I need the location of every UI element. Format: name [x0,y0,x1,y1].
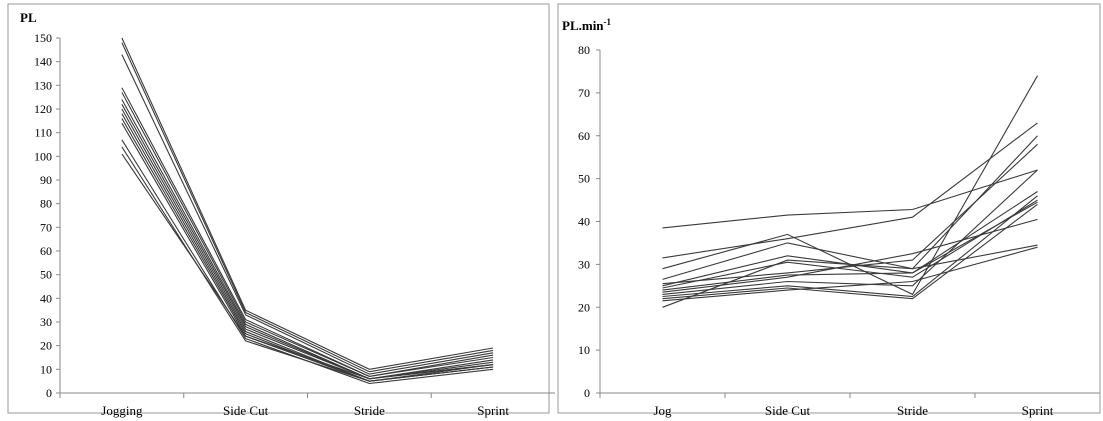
x-tick-label: Jogging [101,403,143,418]
y-axis-label: PL [20,10,37,25]
x-tick-label: Stride [897,403,928,418]
x-tick-label: Sprint [477,403,509,418]
series-line [121,104,494,380]
y-tick-label: 20 [40,339,52,353]
x-tick-label: Stride [354,403,385,418]
series-line [121,139,494,385]
y-tick-label: 130 [34,78,52,92]
series-line [662,169,1038,229]
series-line [662,191,1038,287]
chart-pl-per-min: PL.min-1 0 10 20 30 40 50 60 70 80 Jog Side Cut Stri… [557,3,1101,418]
y-tick-label: 60 [578,129,590,143]
y-tick-label: 110 [34,126,52,140]
chart-pl: PL 0 10 20 30 40 50 60 70 80 90 100 110 120 130 140 150 J… [7,3,555,418]
y-tick-label: 80 [578,43,590,57]
y-tick-label: 30 [578,257,590,271]
y-axis-label-superscript: -1 [604,17,612,27]
series-line [662,244,1038,308]
series-line [121,153,494,380]
y-tick-label: 30 [40,315,52,329]
series-line [121,92,494,377]
series-line [662,195,1038,298]
series-line [662,75,1038,296]
x-tick-label: Sprint [1022,403,1054,418]
y-tick-label: 10 [578,343,590,357]
x-tick-label: Jog [653,403,672,418]
y-tick-label: 40 [40,291,52,305]
series-line [662,199,1038,289]
y-tick-label: 80 [40,197,52,211]
series-line [662,218,1038,293]
series-line [121,87,494,377]
y-tick-label: 0 [584,386,590,400]
y-axis-label: PL.min-1 [562,17,612,33]
chart-frame [7,3,550,414]
y-tick-label: 140 [34,55,52,69]
y-tick-label: 50 [578,172,590,186]
series-line [662,122,1038,259]
series-line [662,169,1038,295]
series-line [662,143,1038,285]
series-line [121,99,494,380]
series-line [121,37,494,370]
y-tick-label: 100 [34,149,52,163]
x-tick-label: Side Cut [223,403,269,418]
y-tick-label: 60 [40,244,52,258]
y-tick-label: 10 [40,362,52,376]
series-line [662,203,1038,300]
series-line [121,54,494,375]
series-line [662,246,1038,302]
y-tick-label: 40 [578,215,590,229]
y-tick-label: 150 [34,31,52,45]
y-tick-label: 0 [46,386,52,400]
y-tick-label: 50 [40,268,52,282]
series-line [662,135,1038,280]
series-line [121,113,494,382]
x-tick-label: Side Cut [765,403,811,418]
series-line [662,201,1038,291]
y-tick-label: 90 [40,173,52,187]
series-line [121,42,494,373]
chart-frame [557,3,1101,414]
y-tick-label: 120 [34,102,52,116]
series-line [121,108,494,380]
y-tick-label: 20 [578,300,590,314]
series-line [121,146,494,382]
y-tick-label: 70 [40,220,52,234]
y-tick-label: 70 [578,86,590,100]
